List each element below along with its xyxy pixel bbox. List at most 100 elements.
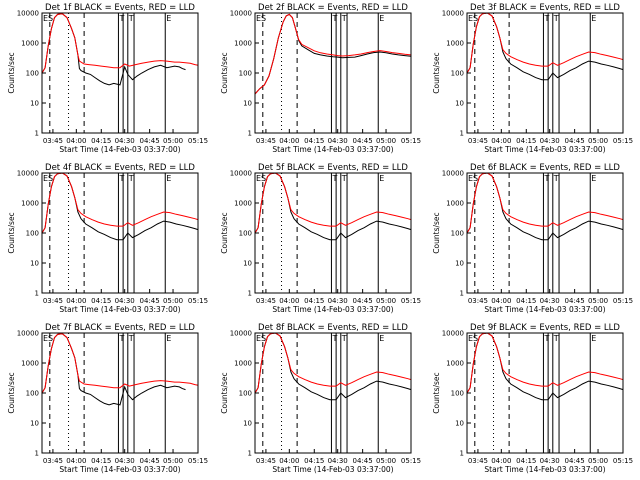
y-tick-label: 1 bbox=[248, 130, 252, 138]
x-tick-label: 05:15 bbox=[188, 297, 208, 305]
x-tick-label: 05:15 bbox=[613, 137, 633, 145]
y-tick-label: 10000 bbox=[17, 170, 39, 178]
x-tick-label: 04:00 bbox=[279, 297, 299, 305]
y-tick-label: 100 bbox=[26, 70, 39, 78]
y-tick-label: 10 bbox=[243, 100, 252, 108]
event-flag-label: T bbox=[543, 174, 549, 183]
event-flag-label: T bbox=[553, 14, 559, 23]
x-tick-label: 03:45 bbox=[43, 457, 63, 465]
x-tick-label: 03:45 bbox=[256, 457, 276, 465]
chart-title: Det 4f BLACK = Events, RED = LLD bbox=[45, 163, 195, 173]
y-tick-label: 1 bbox=[460, 450, 464, 458]
plot-frame bbox=[41, 332, 199, 454]
y-tick-label: 10 bbox=[243, 260, 252, 268]
y-tick-label: 100 bbox=[26, 390, 39, 398]
y-tick-label: 10000 bbox=[230, 330, 252, 338]
chart-title: Det 3f BLACK = Events, RED = LLD bbox=[470, 3, 620, 13]
x-tick-label: 04:15 bbox=[304, 457, 324, 465]
x-tick-label: 05:15 bbox=[401, 297, 421, 305]
event-flag-label: E bbox=[591, 174, 596, 183]
event-flag-label: ES bbox=[256, 14, 266, 23]
event-flag-label: T bbox=[553, 334, 559, 343]
chart-panel-6: Det 6f BLACK = Events, RED = LLD 1 10 100 10… bbox=[432, 163, 633, 314]
y-tick-label: 1000 bbox=[21, 360, 39, 368]
x-tick-label: 03:45 bbox=[468, 457, 488, 465]
event-flag-label: E bbox=[379, 14, 384, 23]
y-tick-label: 100 bbox=[239, 70, 252, 78]
x-tick-label: 05:00 bbox=[163, 137, 183, 145]
series-line-1 bbox=[466, 12, 624, 81]
x-tick-label: 04:45 bbox=[140, 297, 160, 305]
x-axis-label: Start Time (14-Feb-03 03:37:00) bbox=[59, 305, 180, 314]
x-tick-label: 04:15 bbox=[91, 137, 111, 145]
y-axis-label: Counts/sec bbox=[7, 212, 16, 253]
x-tick-label: 04:00 bbox=[66, 457, 86, 465]
chart-panel-8: Det 8f BLACK = Events, RED = LLD 1 10 100 10… bbox=[220, 323, 421, 474]
y-tick-label: 10000 bbox=[442, 170, 464, 178]
x-tick-label: 05:15 bbox=[613, 297, 633, 305]
event-flag-label: E bbox=[591, 14, 596, 23]
y-tick-label: 10000 bbox=[17, 10, 39, 18]
series-line-2 bbox=[466, 332, 624, 394]
y-axis-label: Counts/sec bbox=[432, 212, 441, 253]
x-tick-label: 05:15 bbox=[188, 137, 208, 145]
x-tick-label: 05:00 bbox=[588, 297, 608, 305]
y-tick-label: 1000 bbox=[234, 200, 252, 208]
y-tick-label: 100 bbox=[239, 230, 252, 238]
event-flag-label: T bbox=[128, 174, 134, 183]
chart-title: Det 5f BLACK = Events, RED = LLD bbox=[258, 163, 408, 173]
y-tick-label: 1 bbox=[248, 290, 252, 298]
x-tick-label: 05:15 bbox=[613, 457, 633, 465]
chart-title: Det 6f BLACK = Events, RED = LLD bbox=[470, 163, 620, 173]
series-line-1 bbox=[254, 332, 412, 401]
chart-title: Det 1f BLACK = Events, RED = LLD bbox=[45, 3, 195, 13]
y-tick-label: 100 bbox=[451, 70, 464, 78]
x-tick-label: 04:30 bbox=[540, 137, 560, 145]
series-line-1 bbox=[466, 172, 624, 241]
x-tick-label: 03:45 bbox=[256, 137, 276, 145]
series-line-1 bbox=[254, 13, 412, 95]
y-tick-label: 1000 bbox=[446, 40, 464, 48]
y-tick-label: 10 bbox=[30, 100, 39, 108]
event-flag-label: T bbox=[331, 334, 337, 343]
series-line-2 bbox=[41, 172, 199, 234]
series-line-2 bbox=[254, 332, 412, 394]
y-tick-label: 10 bbox=[455, 260, 464, 268]
y-tick-label: 1 bbox=[248, 450, 252, 458]
event-flag-label: T bbox=[128, 334, 134, 343]
x-tick-label: 05:00 bbox=[588, 457, 608, 465]
plot-frame bbox=[254, 332, 412, 454]
y-tick-label: 10 bbox=[455, 100, 464, 108]
x-tick-label: 04:00 bbox=[491, 457, 511, 465]
y-tick-label: 10 bbox=[243, 420, 252, 428]
x-tick-label: 03:45 bbox=[43, 297, 63, 305]
series-line-2 bbox=[466, 12, 624, 74]
y-tick-label: 1000 bbox=[21, 200, 39, 208]
plot-frame bbox=[466, 332, 624, 454]
x-axis-label: Start Time (14-Feb-03 03:37:00) bbox=[272, 465, 393, 474]
plot-frame bbox=[41, 172, 199, 294]
y-axis-label: Counts/sec bbox=[432, 52, 441, 93]
event-flag-label: T bbox=[341, 334, 347, 343]
x-tick-label: 05:15 bbox=[401, 457, 421, 465]
x-tick-label: 04:15 bbox=[516, 457, 536, 465]
y-axis-label: Counts/sec bbox=[7, 372, 16, 413]
y-tick-label: 100 bbox=[239, 390, 252, 398]
event-flag-label: T bbox=[118, 14, 124, 23]
y-tick-label: 10000 bbox=[442, 10, 464, 18]
x-tick-label: 04:30 bbox=[115, 297, 135, 305]
x-tick-label: 05:00 bbox=[163, 297, 183, 305]
x-tick-label: 04:00 bbox=[66, 137, 86, 145]
event-flag-label: E bbox=[591, 334, 596, 343]
event-flag-label: E bbox=[166, 14, 171, 23]
x-tick-label: 05:00 bbox=[376, 457, 396, 465]
x-tick-label: 04:00 bbox=[491, 297, 511, 305]
x-tick-label: 04:30 bbox=[115, 457, 135, 465]
series-line-1 bbox=[466, 332, 624, 401]
chart-panel-4: Det 4f BLACK = Events, RED = LLD 1 10 100 10… bbox=[7, 163, 208, 314]
event-flag-label: ES bbox=[43, 334, 53, 343]
event-flag-label: ES bbox=[468, 174, 478, 183]
y-tick-label: 1 bbox=[460, 290, 464, 298]
event-flag-label: T bbox=[128, 14, 134, 23]
